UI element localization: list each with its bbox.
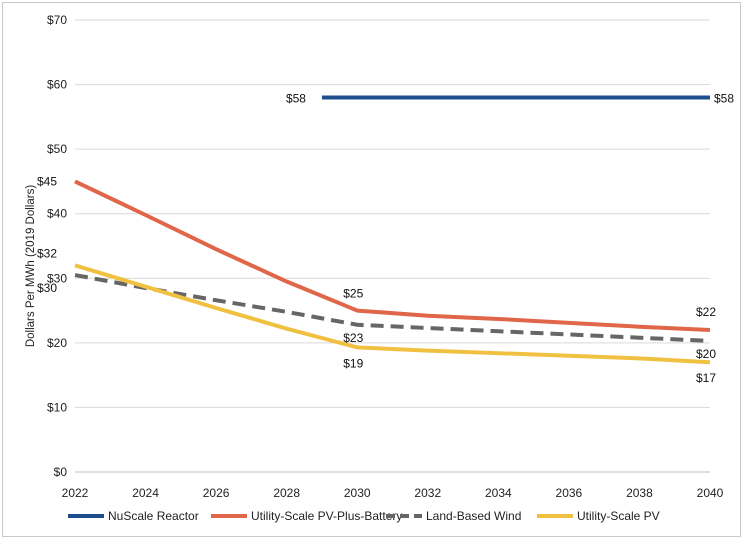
x-tick-label: 2040 — [697, 486, 724, 500]
y-axis-label: Dollars Per MWh (2019 Dollars) — [25, 185, 37, 347]
x-tick-label: 2030 — [344, 486, 371, 500]
x-axis-ticks: 2022 2024 2026 2028 2030 2032 2034 2036 2038 2040 — [62, 486, 724, 500]
y-tick-label: $10 — [47, 400, 67, 414]
line-chart: $0 $10 $20 $30 $40 $50 $60 $70 2022 2024 2026 2028… — [0, 0, 745, 541]
data-label: $25 — [343, 287, 363, 301]
x-tick-label: 2022 — [62, 486, 89, 500]
data-label: $22 — [696, 305, 716, 319]
series-line — [75, 181, 710, 330]
data-label: $32 — [37, 246, 57, 260]
y-tick-label: $60 — [47, 78, 67, 92]
data-label: $58 — [714, 91, 734, 105]
data-label: $20 — [696, 347, 716, 361]
y-tick-label: $70 — [47, 13, 67, 27]
series-lines — [75, 97, 710, 362]
y-tick-label: $20 — [47, 336, 67, 350]
series-line — [75, 275, 710, 341]
x-tick-label: 2038 — [626, 486, 653, 500]
y-tick-label: $0 — [54, 465, 68, 479]
gridlines — [75, 20, 710, 472]
x-tick-label: 2024 — [132, 486, 159, 500]
x-tick-label: 2028 — [273, 486, 300, 500]
x-tick-label: 2032 — [414, 486, 441, 500]
legend-label[interactable]: Utility-Scale PV — [577, 509, 660, 523]
data-label: $30 — [37, 281, 57, 295]
y-tick-label: $50 — [47, 142, 67, 156]
data-labels: $58 $58 $45 $25 $22 $30 $23 $20 $32 $19 $17 — [37, 91, 734, 385]
data-label: $17 — [696, 371, 716, 385]
x-tick-label: 2026 — [203, 486, 230, 500]
legend[interactable]: NuScale Reactor Utility-Scale PV-Plus-Bat… — [68, 509, 660, 523]
legend-label[interactable]: Utility-Scale PV-Plus-Battery — [251, 509, 402, 523]
data-label: $19 — [343, 356, 363, 370]
data-label: $58 — [286, 91, 306, 105]
y-tick-label: $40 — [47, 207, 67, 221]
data-label: $23 — [343, 331, 363, 345]
data-label: $45 — [37, 174, 57, 188]
x-tick-label: 2036 — [556, 486, 583, 500]
x-tick-label: 2034 — [485, 486, 512, 500]
legend-label[interactable]: NuScale Reactor — [108, 509, 199, 523]
legend-label[interactable]: Land-Based Wind — [426, 509, 521, 523]
